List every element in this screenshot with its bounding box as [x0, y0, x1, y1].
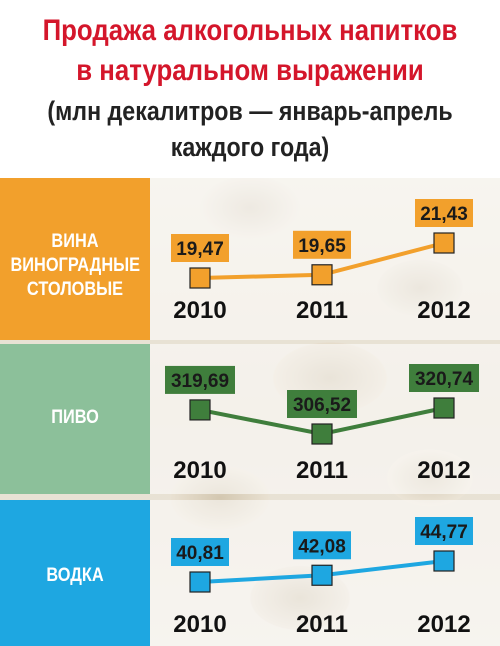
vodka-year-label-2011: 2011	[296, 611, 348, 638]
chart-title-block: Продажа алкогольных напитков в натуральн…	[0, 0, 500, 178]
chart-subtitle-line-2: каждого года)	[170, 132, 330, 162]
vodka-value-box-2010	[171, 538, 229, 566]
beer-value-box-2011	[287, 390, 357, 418]
vodka-value-label-2012: 44,77	[420, 522, 468, 543]
wine-point-2010	[189, 267, 211, 289]
wine-year-label-2010: 2010	[173, 297, 226, 324]
wine-year-label-2012: 2012	[417, 297, 470, 324]
beer-value-box-2012	[409, 364, 479, 392]
wine-band	[0, 178, 150, 340]
beer-value-label-2011: 306,52	[293, 395, 351, 416]
vodka-point-2011	[311, 564, 333, 586]
beer-point-2011	[311, 423, 333, 445]
wine-value-box-2012	[415, 199, 473, 227]
wine-value-label-2010: 19,47	[176, 239, 224, 260]
wine-label-line-3: СТОЛОВЫЕ	[26, 279, 124, 300]
beer-point-2012	[433, 397, 455, 419]
wine-value-label-2011: 19,65	[298, 236, 346, 257]
wine-year-label-2011: 2011	[296, 297, 348, 324]
chart-subtitle-line-1: (млн декалитров — январь-апрель	[47, 96, 453, 126]
beer-value-label-2012: 320,74	[415, 369, 474, 390]
wine-label-line-1: ВИНА	[51, 231, 99, 252]
vodka-band	[0, 500, 150, 646]
wine-value-label-2012: 21,43	[420, 204, 468, 225]
vodka-value-label-2010: 40,81	[176, 543, 224, 564]
beer-value-box-2010	[165, 365, 235, 394]
wine-point-2012	[433, 232, 455, 254]
vodka-point-2012	[433, 550, 455, 572]
vodka-value-box-2011	[293, 531, 351, 560]
beer-point-2010	[189, 399, 211, 421]
wine-label-line-2: ВИНОГРАДНЫЕ	[10, 255, 141, 276]
vodka-year-label-2010: 2010	[173, 611, 226, 638]
beer-year-label-2010: 2010	[173, 457, 226, 484]
beer-year-label-2011: 2011	[296, 457, 348, 484]
chart-title-line-1: Продажа алкогольных напитков	[42, 14, 458, 47]
wine-value-box-2010	[171, 234, 229, 262]
vodka-value-label-2011: 42,08	[298, 536, 346, 557]
beer-band	[0, 344, 150, 494]
wine-point-2011	[311, 264, 333, 286]
chart-title-line-2: в натуральном выражении	[76, 54, 424, 87]
vodka-point-2010	[189, 571, 211, 593]
beer-label: ПИВО	[51, 407, 99, 428]
vodka-value-box-2012	[415, 517, 473, 545]
vodka-year-label-2012: 2012	[417, 611, 470, 638]
beer-value-label-2010: 319,69	[171, 371, 229, 392]
vodka-label: ВОДКА	[46, 565, 104, 586]
beer-year-label-2012: 2012	[417, 457, 470, 484]
wine-value-box-2011	[293, 230, 351, 259]
